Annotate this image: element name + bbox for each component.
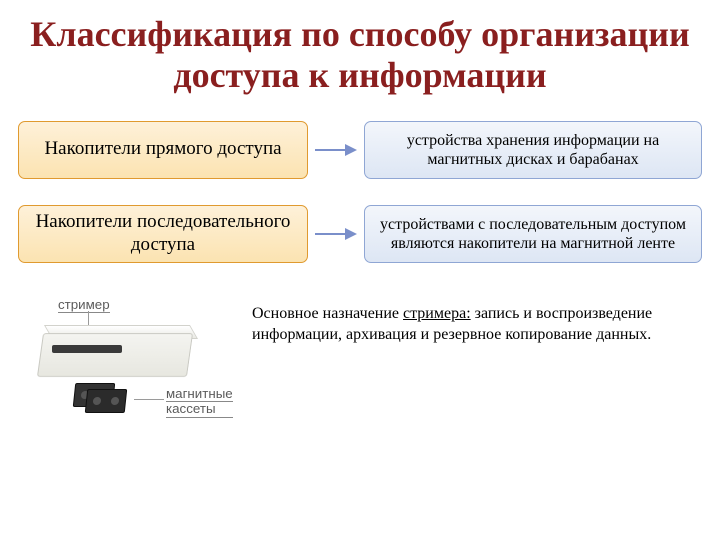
description-underlined: стримера: xyxy=(403,305,471,322)
description-paragraph: Основное назначение стримера: запись и в… xyxy=(252,295,690,346)
flow-row-1: Накопители прямого доступа устройства хр… xyxy=(18,121,702,179)
leader-line-icon xyxy=(134,399,164,400)
title-line-1: Классификация по способу организации xyxy=(20,14,700,55)
flow-area: Накопители прямого доступа устройства хр… xyxy=(0,105,720,263)
description-line2: информации, архивация и резервное копиро… xyxy=(252,326,651,343)
arrow-1 xyxy=(308,140,364,160)
definition-text: устройствами с последовательным доступом… xyxy=(375,215,691,253)
arrow-2 xyxy=(308,224,364,244)
description-lead: Основное назначение xyxy=(252,305,403,322)
category-box-direct-access: Накопители прямого доступа xyxy=(18,121,308,179)
streamer-body-icon xyxy=(37,333,193,377)
definition-text: устройства хранения информации на магнит… xyxy=(375,131,691,169)
title-line-2: доступа к информации xyxy=(20,55,700,96)
streamer-slot-icon xyxy=(52,345,122,353)
definition-box-sequential-access: устройствами с последовательным доступом… xyxy=(364,205,702,263)
category-label: Накопители последовательного доступа xyxy=(29,211,297,257)
category-label: Накопители прямого доступа xyxy=(44,138,281,161)
label-streamer: стример xyxy=(58,297,110,312)
streamer-illustration: стример магнитные кассеты xyxy=(18,295,228,435)
description-rest: запись и воспроизведение xyxy=(471,305,653,322)
category-box-sequential-access: Накопители последовательного доступа xyxy=(18,205,308,263)
slide-title: Классификация по способу организации дос… xyxy=(0,0,720,105)
label-cassettes: магнитные кассеты xyxy=(166,387,233,418)
flow-row-2: Накопители последовательного доступа уст… xyxy=(18,205,702,263)
definition-box-direct-access: устройства хранения информации на магнит… xyxy=(364,121,702,179)
cassettes-icon xyxy=(74,383,132,415)
bottom-section: стример магнитные кассеты Основное назна… xyxy=(0,289,720,435)
